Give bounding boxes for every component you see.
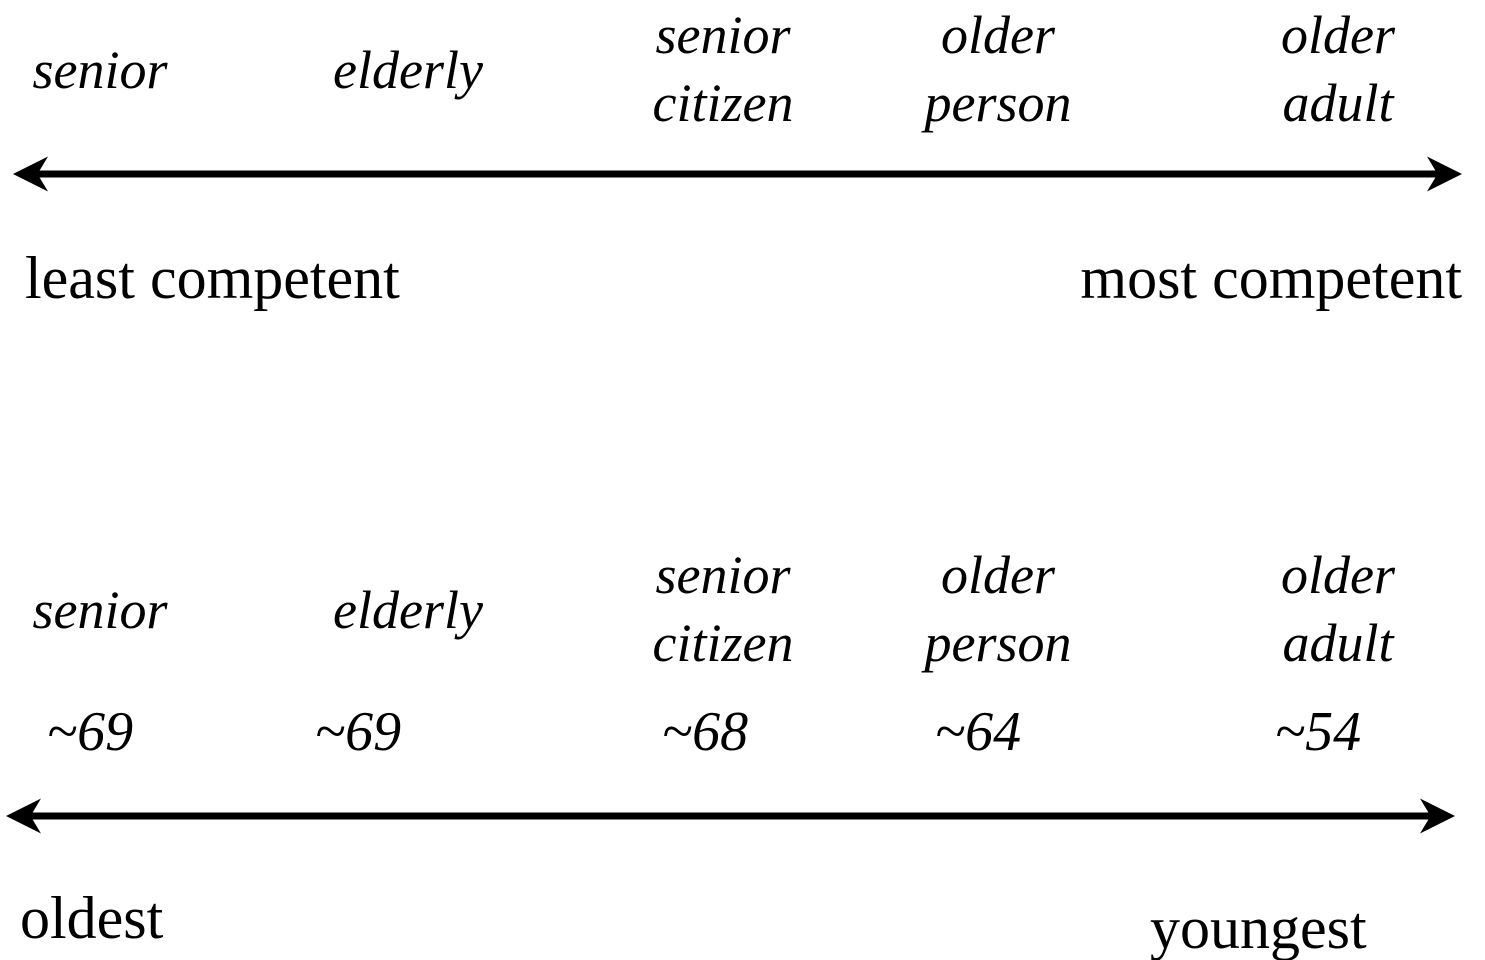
term: adult (1282, 613, 1395, 673)
term: older (1281, 545, 1396, 605)
term: senior (33, 580, 169, 640)
age: ~68 (662, 701, 748, 763)
term: older (941, 545, 1056, 605)
age: ~64 (935, 701, 1021, 763)
age: ~54 (1275, 701, 1361, 763)
right-label: most competent (1080, 245, 1462, 311)
term: person (921, 73, 1072, 133)
term: senior (33, 40, 169, 100)
term: older (1281, 5, 1396, 65)
term: citizen (653, 73, 794, 133)
term: person (921, 613, 1072, 673)
term: elderly (333, 40, 483, 100)
term: citizen (653, 613, 794, 673)
right-label: youngest (1150, 895, 1367, 960)
term: senior (656, 5, 792, 65)
age: ~69 (315, 701, 401, 763)
term: elderly (333, 580, 483, 640)
term: senior (656, 545, 792, 605)
left-label: least competent (25, 245, 400, 311)
term: adult (1282, 73, 1395, 133)
age: ~69 (47, 701, 133, 763)
term: older (941, 5, 1056, 65)
left-label: oldest (20, 885, 164, 951)
